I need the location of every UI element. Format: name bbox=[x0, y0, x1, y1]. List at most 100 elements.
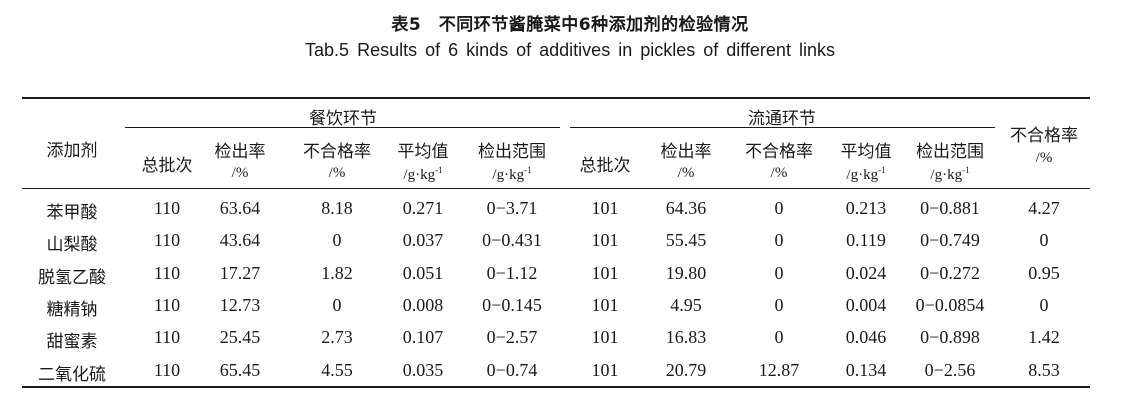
cell-catering-rate: 12.73 bbox=[219, 294, 261, 315]
header-catering-range-unit: /g·kg-1 bbox=[492, 165, 532, 183]
cell-catering-rate: 25.45 bbox=[219, 327, 261, 348]
header-catering-range: 检出范围 bbox=[478, 142, 546, 162]
cell-catering-average: 0.107 bbox=[402, 327, 444, 348]
cell-circulation-rate: 4.95 bbox=[670, 294, 702, 315]
cell-circulation-unqualified: 0 bbox=[774, 198, 784, 218]
cell-circulation-total: 101 bbox=[591, 359, 619, 380]
row-additive-name: 二氧化硫 bbox=[38, 364, 106, 385]
cell-circulation-range: 0−0.272 bbox=[920, 262, 980, 283]
cell-total-unqualified: 0 bbox=[1039, 230, 1049, 251]
cell-total-unqualified: 0 bbox=[1039, 294, 1049, 315]
cell-catering-unqualified: 0 bbox=[332, 230, 342, 251]
cell-catering-average: 0.271 bbox=[402, 198, 444, 218]
cell-total-unqualified: 1.42 bbox=[1028, 327, 1060, 348]
cell-circulation-unqualified: 0 bbox=[774, 327, 784, 348]
cell-circulation-rate: 16.83 bbox=[665, 327, 707, 348]
cell-catering-average: 0.037 bbox=[402, 230, 444, 251]
cell-total-unqualified: 0.95 bbox=[1028, 262, 1060, 283]
row-additive-name: 糖精钠 bbox=[46, 299, 98, 320]
cell-circulation-total: 101 bbox=[591, 327, 619, 348]
circulation-group-rule bbox=[570, 127, 995, 128]
cell-catering-unqualified: 0 bbox=[332, 294, 342, 315]
cell-catering-rate: 17.27 bbox=[219, 262, 261, 283]
header-circulation-average-unit: /g·kg-1 bbox=[846, 165, 886, 183]
cell-circulation-unqualified: 0 bbox=[774, 262, 784, 283]
group-label-circulation: 流通环节 bbox=[748, 109, 816, 129]
cell-circulation-range: 0−0.898 bbox=[920, 327, 980, 348]
cell-circulation-range: 0−0.881 bbox=[920, 198, 980, 218]
header-catering-unqualified-rate-unit: /% bbox=[328, 165, 346, 181]
cell-circulation-average: 0.213 bbox=[845, 198, 887, 218]
group-label-catering: 餐饮环节 bbox=[309, 109, 377, 129]
cell-catering-average: 0.035 bbox=[402, 359, 444, 380]
table-title-cn: 表5 不同环节酱腌菜中6种添加剂的检验情况 bbox=[391, 15, 749, 35]
cell-catering-unqualified: 1.82 bbox=[321, 262, 353, 283]
bottom-rule bbox=[22, 386, 1090, 388]
cell-circulation-total: 101 bbox=[591, 198, 619, 218]
cell-circulation-total: 101 bbox=[591, 262, 619, 283]
cell-catering-rate: 43.64 bbox=[219, 230, 261, 251]
cell-catering-average: 0.008 bbox=[402, 294, 444, 315]
header-circulation-average: 平均值 bbox=[840, 142, 892, 162]
row-additive-name: 脱氢乙酸 bbox=[38, 267, 106, 288]
cell-catering-unqualified: 8.18 bbox=[321, 198, 353, 218]
cell-circulation-range: 0−0.0854 bbox=[915, 294, 985, 315]
cell-circulation-unqualified: 12.87 bbox=[758, 359, 800, 380]
cell-catering-unqualified: 2.73 bbox=[321, 327, 353, 348]
cell-catering-rate: 63.64 bbox=[219, 198, 261, 218]
cell-total-unqualified: 8.53 bbox=[1028, 359, 1060, 380]
cell-circulation-average: 0.046 bbox=[845, 327, 887, 348]
cell-circulation-unqualified: 0 bbox=[774, 294, 784, 315]
header-catering-average-unit: /g·kg-1 bbox=[403, 165, 443, 183]
header-circulation-detection-rate: 检出率 bbox=[660, 142, 712, 162]
table-title-en: Tab.5 Results of 6 kinds of additives in… bbox=[305, 40, 835, 60]
cell-catering-total: 110 bbox=[153, 262, 181, 283]
cell-catering-total: 110 bbox=[153, 198, 181, 218]
header-additive: 添加剂 bbox=[46, 141, 98, 161]
row-additive-name: 山梨酸 bbox=[46, 235, 98, 256]
cell-circulation-range: 0−2.56 bbox=[924, 359, 976, 380]
cell-circulation-average: 0.134 bbox=[845, 359, 887, 380]
cell-circulation-average: 0.024 bbox=[845, 262, 887, 283]
cell-catering-range: 0−2.57 bbox=[486, 327, 538, 348]
header-circulation-detection-rate-unit: /% bbox=[677, 165, 695, 181]
cell-catering-range: 0−0.431 bbox=[482, 230, 542, 251]
header-unqualified-total-unit: /% bbox=[1035, 150, 1053, 166]
header-circulation-unqualified-rate: 不合格率 bbox=[745, 142, 813, 162]
row-additive-name: 甜蜜素 bbox=[46, 332, 98, 353]
cell-catering-total: 110 bbox=[153, 294, 181, 315]
row-additive-name: 苯甲酸 bbox=[46, 203, 98, 223]
header-circulation-total-batches: 总批次 bbox=[579, 156, 631, 176]
header-circulation-unqualified-rate-unit: /% bbox=[770, 165, 788, 181]
cell-circulation-average: 0.119 bbox=[846, 230, 886, 251]
top-rule bbox=[22, 97, 1090, 99]
header-rule bbox=[22, 188, 1090, 189]
header-catering-detection-rate: 检出率 bbox=[214, 142, 266, 162]
header-catering-total-batches: 总批次 bbox=[141, 156, 193, 176]
cell-catering-total: 110 bbox=[153, 327, 181, 348]
cell-circulation-unqualified: 0 bbox=[774, 230, 784, 251]
cell-total-unqualified: 4.27 bbox=[1028, 198, 1060, 218]
cell-circulation-rate: 55.45 bbox=[665, 230, 707, 251]
header-catering-detection-rate-unit: /% bbox=[231, 165, 249, 181]
cell-circulation-range: 0−0.749 bbox=[920, 230, 980, 251]
cell-circulation-rate: 20.79 bbox=[665, 359, 707, 380]
cell-catering-total: 110 bbox=[153, 359, 181, 380]
cell-circulation-average: 0.004 bbox=[845, 294, 887, 315]
cell-catering-range: 0−0.74 bbox=[486, 359, 538, 380]
cell-circulation-total: 101 bbox=[591, 230, 619, 251]
header-unqualified-total: 不合格率 bbox=[1010, 126, 1078, 146]
cell-catering-unqualified: 4.55 bbox=[321, 359, 353, 380]
cell-catering-total: 110 bbox=[153, 230, 181, 251]
catering-group-rule bbox=[125, 127, 560, 128]
cell-catering-rate: 65.45 bbox=[219, 359, 261, 380]
header-catering-unqualified-rate: 不合格率 bbox=[303, 142, 371, 162]
cell-catering-range: 0−1.12 bbox=[486, 262, 538, 283]
cell-circulation-total: 101 bbox=[591, 294, 619, 315]
header-circulation-range-unit: /g·kg-1 bbox=[930, 165, 970, 183]
cell-catering-range: 0−3.71 bbox=[486, 198, 538, 218]
cell-catering-range: 0−0.145 bbox=[482, 294, 542, 315]
header-circulation-range: 检出范围 bbox=[916, 142, 984, 162]
header-catering-average: 平均值 bbox=[397, 142, 449, 162]
cell-catering-average: 0.051 bbox=[402, 262, 444, 283]
